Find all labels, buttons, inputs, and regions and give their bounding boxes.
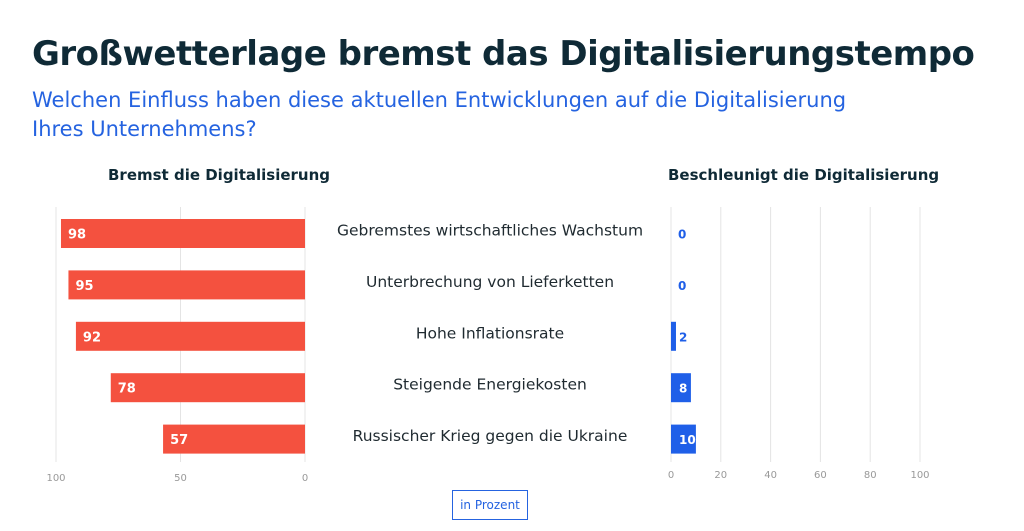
page-title: Großwetterlage bremst das Digitalisierun… — [32, 34, 975, 74]
left-chart-title: Bremst die Digitalisierung — [108, 166, 331, 184]
page-subtitle: Welchen Einfluss haben diese aktuellen E… — [32, 88, 847, 141]
bar-brake — [75, 321, 305, 351]
bar-brake — [110, 373, 305, 403]
x-tick-label: 50 — [174, 473, 187, 484]
data-label: 10 — [679, 433, 696, 447]
x-tick-label: 60 — [814, 470, 827, 481]
bar-accelerate — [671, 373, 691, 403]
data-label: 98 — [68, 228, 86, 243]
x-tick-label: 100 — [46, 473, 65, 484]
data-label: 0 — [678, 279, 686, 293]
category-label: Hohe Inflationsrate — [416, 324, 564, 342]
right-chart-title: Beschleunigt die Digitalisierung — [668, 166, 940, 184]
category-label: Unterbrechung von Lieferketten — [366, 273, 614, 291]
x-tick-label: 80 — [864, 470, 877, 481]
data-label: 57 — [170, 433, 188, 448]
bar-accelerate — [671, 424, 696, 454]
category-label: Gebremstes wirtschaftliches Wachstum — [337, 222, 643, 240]
x-tick-label: 0 — [302, 473, 308, 484]
bar-brake — [163, 424, 305, 454]
data-label: 92 — [83, 330, 101, 345]
unit-toggle-button[interactable]: in Prozent — [452, 490, 528, 520]
data-label: 95 — [75, 279, 93, 294]
x-tick-label: 100 — [910, 470, 929, 481]
bar-accelerate — [671, 321, 676, 351]
bar-brake — [60, 219, 306, 248]
x-tick-label: 20 — [714, 470, 727, 481]
data-label: 78 — [118, 382, 136, 397]
x-tick-label: 0 — [668, 470, 674, 481]
data-label: 2 — [679, 330, 687, 344]
data-label: 8 — [679, 382, 687, 396]
x-tick-label: 40 — [764, 470, 777, 481]
category-label: Steigende Energiekosten — [393, 376, 587, 394]
category-label: Russischer Krieg gegen die Ukraine — [353, 427, 628, 445]
bar-brake — [68, 270, 305, 300]
data-label: 0 — [678, 228, 686, 242]
